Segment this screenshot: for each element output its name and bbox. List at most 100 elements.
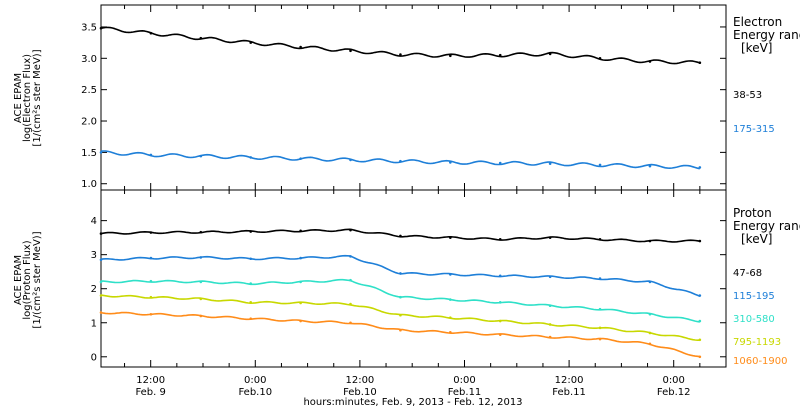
x-axis-caption: hours:minutes, Feb. 9, 2013 - Feb. 12, 2… [303, 397, 522, 408]
electron-series-38-53 [100, 26, 701, 65]
proton-series-point [299, 229, 302, 233]
electron-legend-title: Electron Energy range [keV] [733, 15, 800, 55]
proton-series-point [449, 330, 452, 334]
proton-series-point [498, 274, 502, 278]
proton-series-point [648, 239, 652, 243]
electron-series-point [349, 158, 352, 162]
electron-series-point [399, 159, 402, 163]
proton-series-115-195 [100, 254, 701, 297]
electron-series-point [349, 49, 352, 53]
proton-series-point [199, 314, 203, 318]
proton-series-point [349, 255, 352, 258]
electron-ylabel: ACE EPAM log(Electron Flux) [1/(cm²s ste… [13, 49, 43, 146]
electron-series-point [149, 153, 153, 157]
proton-series-point [199, 256, 203, 259]
proton-legend-entry-47-68: 47-68 [733, 268, 762, 279]
proton-ylabel: ACE EPAM log(Proton Flux) [1/(cm²s ster … [13, 231, 43, 328]
electron-ytick-label: 1.5 [81, 148, 97, 159]
proton-series-point [648, 280, 652, 284]
electron-ytick-label: 1.0 [81, 179, 97, 190]
chart-marks: 1.0 1.5 2.0 2.5 3.0 3.5 38-53 175-315 0 1 2 3 4 47-68… [81, 5, 788, 398]
proton-series-point [399, 313, 402, 317]
electron-series-175-315 [100, 150, 700, 170]
proton-series-point [199, 297, 203, 301]
electron-series-point [698, 61, 702, 64]
electron-series-point [249, 41, 253, 44]
electron-ylabel-line-2: log(Electron Flux) [22, 54, 33, 142]
proton-series-point [449, 316, 452, 319]
electron-legend-title-line-2: Energy range [733, 28, 800, 42]
electron-series-point [498, 161, 502, 165]
proton-ytick-label: 2 [91, 284, 97, 295]
electron-ytick-label: 3.0 [81, 54, 97, 65]
x-tick-label-time: 12:00 [136, 375, 165, 386]
electron-series-point [299, 157, 302, 160]
x-tick-label-time: 12:00 [555, 375, 584, 386]
proton-legend-title-line-1: Proton [733, 206, 772, 220]
proton-series-point [99, 311, 103, 314]
x-tick-label-date: Feb.11 [448, 387, 482, 398]
proton-series-point [299, 319, 302, 323]
x-tick-label-date: Feb.10 [238, 387, 272, 398]
proton-series-point [598, 326, 602, 330]
proton-series-point [399, 328, 402, 332]
proton-series-point [648, 312, 652, 316]
proton-legend-title: Proton Energy range [keV] [733, 206, 800, 246]
proton-series-point [349, 321, 352, 325]
proton-series-795-1193 [100, 294, 700, 341]
electron-series-point [299, 45, 302, 49]
proton-series-point [498, 333, 502, 336]
proton-ytick-label: 1 [91, 318, 97, 329]
proton-legend-entry-795-1193: 795-1193 [733, 337, 781, 348]
electron-legend-title-line-1: Electron [733, 15, 782, 29]
electron-series-point [449, 161, 452, 164]
electron-series-point [698, 166, 702, 169]
proton-series-point [149, 279, 153, 283]
proton-legend-title-line-3: [keV] [741, 232, 772, 246]
proton-series-point [249, 257, 253, 261]
electron-series-point [548, 52, 552, 56]
x-tick-label-date: Feb.12 [657, 387, 691, 398]
proton-series-point [498, 319, 502, 323]
proton-series-point [249, 301, 253, 304]
proton-series-point [99, 258, 103, 262]
proton-series-point [548, 275, 552, 279]
proton-series-point [449, 236, 452, 239]
electron-ylabel-line-1: ACE EPAM [13, 73, 24, 123]
proton-series-point [149, 295, 153, 299]
proton-series-point [349, 302, 352, 306]
proton-series-point [698, 294, 702, 297]
electron-series-point [249, 156, 253, 159]
x-tick-label-date: Feb.11 [552, 387, 586, 398]
proton-series-point [548, 335, 552, 339]
x-tick-label-time: 0:00 [244, 375, 266, 386]
x-tick-label-date: Feb.10 [343, 387, 377, 398]
electron-series-point [449, 54, 452, 58]
proton-series-point [598, 277, 602, 280]
proton-series-point [548, 304, 552, 308]
proton-series-point [698, 338, 702, 342]
proton-series-point [149, 312, 153, 316]
proton-series-point [149, 256, 153, 260]
electron-ytick-label: 2.5 [81, 85, 97, 96]
proton-ylabel-line-3: [1/(cm²s ster MeV)] [32, 231, 43, 328]
electron-series-point [548, 162, 552, 165]
x-tick-label-time: 12:00 [345, 375, 374, 386]
proton-series-point [399, 295, 402, 299]
x-tick-label-time: 0:00 [453, 375, 475, 386]
electron-series-point [648, 164, 652, 168]
proton-series-point [349, 228, 352, 232]
x-tick-label-time: 0:00 [662, 375, 684, 386]
proton-series-point [299, 280, 302, 284]
proton-series-1060-1900 [100, 311, 700, 358]
proton-series-point [598, 307, 602, 311]
electron-series-point [99, 151, 103, 154]
electron-legend-entry-175-315: 175-315 [733, 124, 775, 135]
electron-series-point [598, 163, 602, 167]
proton-series-point [698, 355, 702, 359]
proton-series-point [299, 301, 302, 305]
electron-legend-title-line-3: [keV] [741, 41, 772, 55]
proton-series-point [249, 230, 253, 233]
proton-series-point [199, 280, 203, 284]
electron-series-point [498, 53, 502, 57]
